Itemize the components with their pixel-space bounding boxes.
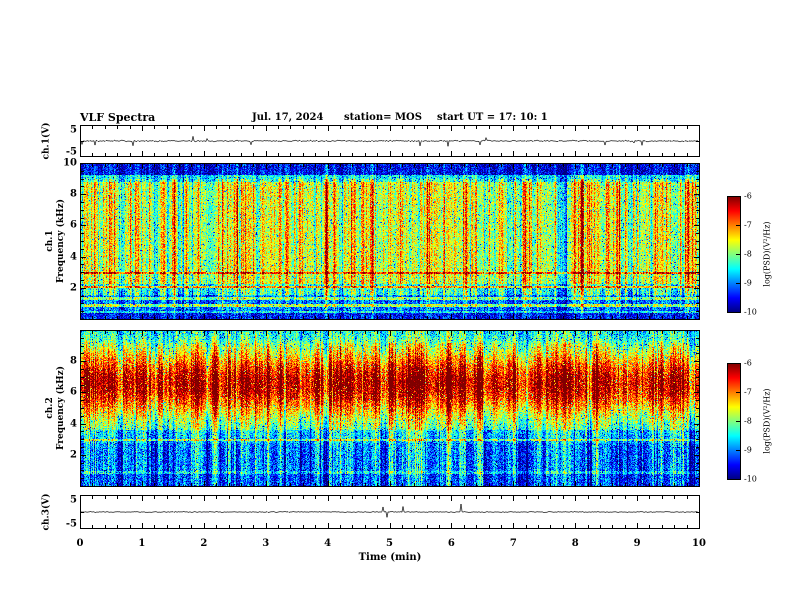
colorbar2-tick--6: -6 — [744, 358, 752, 368]
ch2-frequency-axis-label: ch.2 Frequency (kHz) — [45, 366, 67, 450]
colorbar2-axis-label: log(PSD)(V²/Hz) — [762, 388, 773, 453]
x-axis-title: Time (min) — [358, 552, 422, 563]
colorbar-ch1 — [727, 196, 741, 313]
colorbar1-axis-label-text: log(PSD)(V²/Hz) — [762, 221, 772, 287]
figure-date: Jul. 17, 2024 — [252, 112, 324, 123]
ch2-freq-tick-2: 2 — [70, 449, 77, 461]
colorbar1-tick--7: -7 — [744, 220, 752, 230]
x-tick-label-2: 2 — [200, 538, 208, 549]
colorbar-ch2 — [727, 363, 741, 480]
ch3-volt-tick-neg5: -5 — [65, 518, 77, 530]
x-tick-label-7: 7 — [509, 538, 517, 549]
page-title: VLF Spectra — [80, 111, 156, 124]
ch2-freq-tick-6: 6 — [70, 386, 77, 398]
figure-station: station= MOS — [344, 112, 422, 123]
x-tick-label-5: 5 — [386, 538, 393, 549]
colorbar1-axis-label: log(PSD)(V²/Hz) — [762, 221, 773, 286]
ch1-voltage-axis-label: ch.1(V) — [42, 123, 53, 160]
ch1-frequency-label-text: Frequency (kHz) — [56, 198, 66, 284]
ch1-voltage-waveform-panel — [80, 125, 700, 157]
ch1-freq-tick-2: 2 — [70, 282, 77, 294]
colorbar2-axis-label-text: log(PSD)(V²/Hz) — [762, 388, 772, 454]
colorbar2-tick--9: -9 — [744, 445, 752, 455]
ch1-volt-tick-neg5: -5 — [65, 146, 77, 158]
ch2-label-text: ch.2 — [45, 397, 55, 419]
ch1-label-text: ch.1 — [45, 230, 55, 252]
ch1-spectrogram-panel — [80, 163, 700, 320]
x-tick-label-3: 3 — [262, 538, 270, 549]
ch3-voltage-axis-label: ch.3(V) — [42, 494, 53, 531]
colorbar1-tick--9: -9 — [744, 278, 752, 288]
ch2-spectrogram-panel — [80, 330, 700, 487]
colorbar1-tick--6: -6 — [744, 191, 752, 201]
ch1-freq-tick-8: 8 — [70, 188, 77, 200]
figure-start-ut: start UT = 17: 10: 1 — [437, 112, 548, 123]
ch3-voltage-axis-label-text: ch.3(V) — [41, 493, 52, 531]
x-tick-label-10: 10 — [692, 538, 706, 549]
ch1-voltage-axis-label-text: ch.1(V) — [41, 122, 52, 160]
ch1-freq-tick-4: 4 — [70, 251, 77, 263]
colorbar1-tick--10: -10 — [744, 307, 757, 317]
ch2-freq-tick-8: 8 — [70, 355, 77, 367]
x-tick-label-6: 6 — [447, 538, 455, 549]
colorbar2-tick--8: -8 — [744, 416, 752, 426]
ch3-voltage-waveform-panel — [80, 495, 700, 529]
colorbar1-tick--8: -8 — [744, 249, 752, 259]
ch1-volt-tick-5: 5 — [70, 124, 77, 136]
x-tick-label-0: 0 — [76, 538, 84, 549]
ch2-frequency-label-text: Frequency (kHz) — [56, 365, 66, 451]
ch1-freq-tick-10: 10 — [63, 157, 77, 169]
x-tick-label-4: 4 — [324, 538, 332, 549]
ch1-frequency-axis-label: ch.1 Frequency (kHz) — [45, 199, 67, 283]
colorbar2-tick--7: -7 — [744, 387, 752, 397]
colorbar2-tick--10: -10 — [744, 474, 757, 484]
ch1-freq-tick-6: 6 — [70, 219, 77, 231]
x-tick-label-9: 9 — [633, 538, 641, 549]
ch2-freq-tick-4: 4 — [70, 418, 77, 430]
ch3-volt-tick-5: 5 — [70, 494, 77, 506]
x-tick-label-8: 8 — [571, 538, 579, 549]
x-tick-label-1: 1 — [138, 538, 146, 549]
